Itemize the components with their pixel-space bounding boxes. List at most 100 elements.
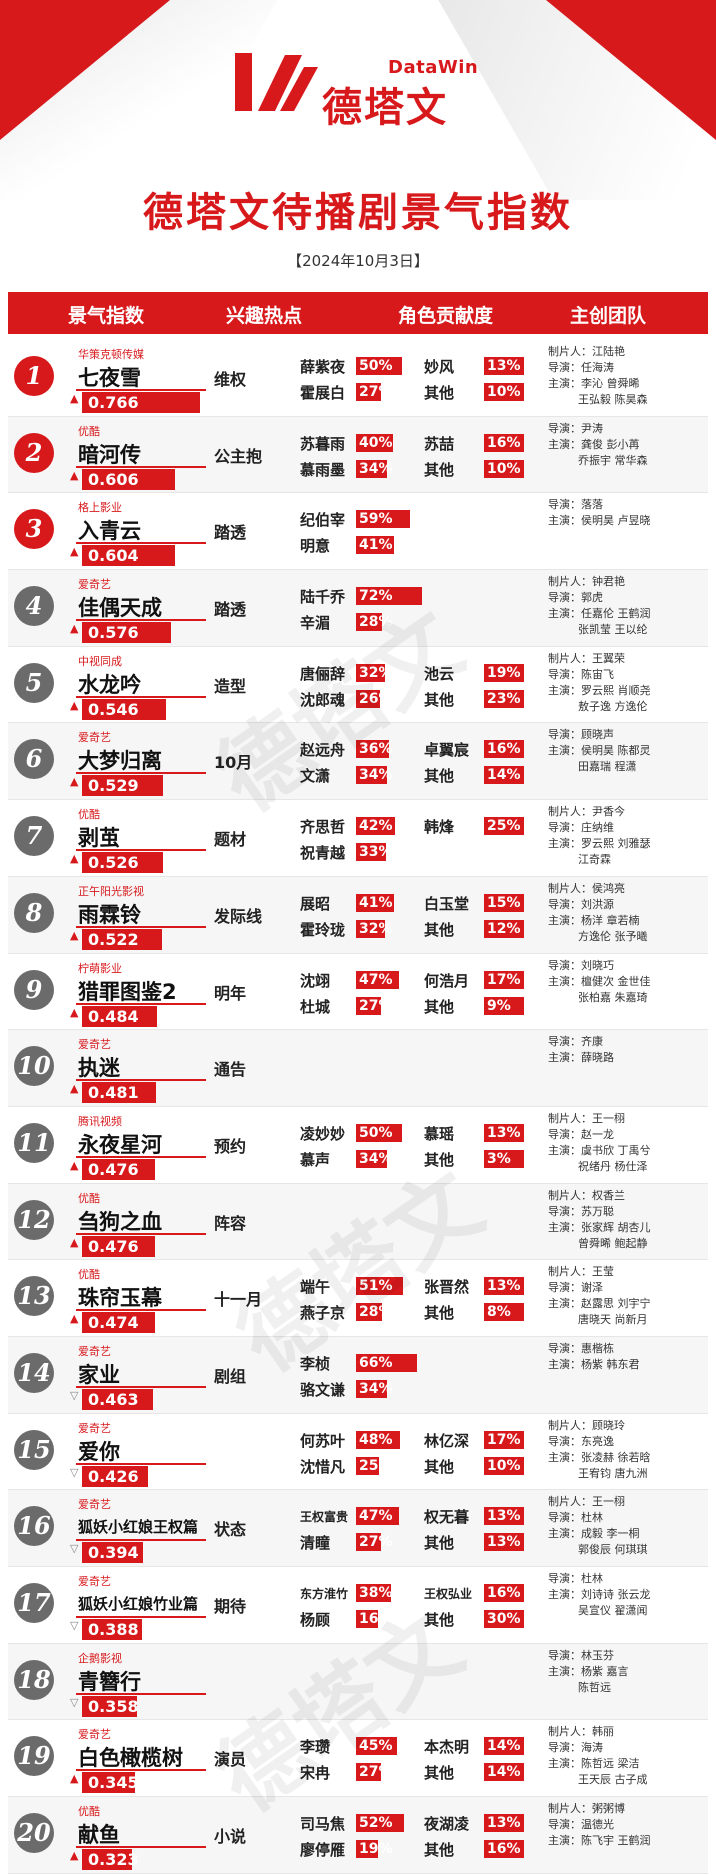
role-entry: 卓翼宸 16% bbox=[424, 739, 544, 759]
role-share: 13% bbox=[484, 1277, 524, 1296]
role-name: 池云 bbox=[424, 664, 455, 683]
role-share: 23% bbox=[484, 689, 524, 708]
title-underline bbox=[76, 925, 206, 928]
team-line: 主演：赵露思 刘宇宁 bbox=[548, 1297, 651, 1311]
title-underline bbox=[76, 1846, 206, 1849]
trend-up-icon: ▲ bbox=[70, 392, 79, 405]
creative-team: 导演：刘晓巧 主演：檀健次 金世佳 张柏嘉 朱嘉琦 bbox=[548, 958, 708, 1006]
role-share: 10% bbox=[484, 459, 524, 478]
team-line: 导演：任海涛 bbox=[548, 361, 614, 374]
role-entry: 其他 23% bbox=[424, 689, 544, 709]
role-share: 25% bbox=[484, 817, 524, 836]
role-name: 何苏叶 bbox=[300, 1431, 346, 1450]
team-line: 主演：李沁 曾舜晞 bbox=[548, 377, 640, 390]
team-line: 导演：刘晓巧 bbox=[548, 958, 614, 972]
role-entry: 其他 16% bbox=[424, 1839, 544, 1859]
role-name: 其他 bbox=[424, 1304, 455, 1323]
role-name: 杨顾 bbox=[300, 1611, 331, 1629]
role-share: 40% bbox=[356, 433, 393, 452]
role-share: 16% bbox=[484, 740, 524, 759]
team-line: 主演：龚俊 彭小苒 bbox=[548, 437, 640, 451]
role-name: 韩烽 bbox=[424, 818, 455, 837]
score-bar: 0.526 bbox=[82, 852, 163, 874]
team-line: 唐晓天 尚新月 bbox=[578, 1313, 648, 1327]
role-share: 9% bbox=[484, 996, 524, 1015]
role-name: 其他 bbox=[424, 1764, 455, 1783]
role-name: 苏喆 bbox=[424, 434, 455, 453]
platform-label: 爱奇艺 bbox=[78, 731, 111, 745]
role-entry: 纪伯宰 59% bbox=[300, 509, 430, 529]
platform-label: 爱奇艺 bbox=[78, 1344, 111, 1358]
rank-badge: 20 bbox=[14, 1813, 54, 1854]
role-share: 14% bbox=[484, 1763, 524, 1782]
team-line: 主演：成毅 李一桐 bbox=[548, 1527, 640, 1541]
platform-label: 爱奇艺 bbox=[78, 1575, 111, 1588]
rank-badge: 13 bbox=[14, 1276, 54, 1317]
role-entry: 凌妙妙 50% bbox=[300, 1123, 430, 1143]
team-line: 主演：杨紫 嘉言 bbox=[548, 1664, 629, 1678]
role-entry: 其他 12% bbox=[424, 919, 544, 939]
title-underline bbox=[76, 1385, 206, 1388]
role-share: 34% bbox=[356, 766, 393, 785]
role-entry: 王权富贵 47% bbox=[300, 1506, 430, 1526]
role-share: 30% bbox=[484, 1610, 524, 1628]
table-row: 1 华策克顿传媒 七夜雪 ▲ 0.766 维权 薛紫夜 50% 妙风 13% 霍展白 27% 其他 10%… bbox=[8, 340, 708, 417]
platform-label: 柠萌影业 bbox=[78, 961, 122, 975]
role-share: 15% bbox=[484, 893, 524, 912]
role-name: 白玉堂 bbox=[424, 894, 470, 913]
hot-topic: 状态 bbox=[214, 1520, 247, 1540]
table-row: 7 优酷 剥茧 ▲ 0.526 题材 齐思哲 42% 韩烽 25% 祝青越 33% 制片人：尹香今 导演：… bbox=[8, 800, 708, 877]
role-name: 其他 bbox=[424, 460, 455, 479]
drama-title: 白色橄榄树 bbox=[78, 1746, 183, 1771]
role-name: 慕雨墨 bbox=[300, 460, 346, 479]
table-row: 4 爱奇艺 佳偶天成 ▲ 0.576 踏透 陆千乔 72% 辛湄 28% 制片人：钟君艳 导演：郭虎主… bbox=[8, 570, 708, 647]
team-line: 主演：薛晓路 bbox=[548, 1051, 614, 1065]
team-line: 导演：刘洪源 bbox=[548, 897, 614, 911]
creative-team: 导演：林玉芬 主演：杨紫 嘉言 陈哲远 bbox=[548, 1648, 708, 1696]
trend-up-icon: ▲ bbox=[70, 1082, 79, 1096]
column-header: 景气指数 兴趣热点 角色贡献度 主创团队 bbox=[8, 292, 708, 334]
trend-up-icon: ▲ bbox=[70, 1849, 79, 1863]
creative-team: 制片人：王一栩 导演：赵一龙 主演：虞书欣 丁禹兮 祝绪丹 杨仕泽 bbox=[548, 1111, 708, 1175]
title-underline bbox=[76, 389, 206, 391]
red-wedge-right bbox=[546, 0, 716, 140]
title-underline bbox=[76, 465, 206, 468]
table-row: 2 优酷 暗河传 ▲ 0.606 公主抱 苏暮雨 40% 苏喆 16% 慕雨墨 34% 其他 10% 导演：… bbox=[8, 416, 708, 494]
role-entry: 李瓒 45% bbox=[300, 1736, 430, 1756]
role-entry: 杜城 27% bbox=[300, 996, 430, 1016]
role-share: 10% bbox=[484, 1456, 524, 1475]
role-share: 42% bbox=[356, 817, 395, 836]
team-line: 主演：杨紫 韩东君 bbox=[548, 1357, 640, 1371]
role-name: 其他 bbox=[424, 920, 455, 939]
team-line: 导演：林玉芬 bbox=[548, 1648, 614, 1662]
title-underline bbox=[76, 1616, 206, 1618]
title-underline bbox=[76, 1309, 206, 1312]
score-bar: 0.394 bbox=[82, 1542, 143, 1564]
team-line: 主演：罗云熙 肖顺尧 bbox=[548, 683, 651, 697]
rank-badge: 19 bbox=[14, 1736, 54, 1777]
role-share: 34% bbox=[356, 1149, 393, 1168]
role-name: 文潇 bbox=[300, 767, 331, 786]
team-line: 导演：齐康 bbox=[548, 1035, 603, 1049]
role-entry: 清瞳 27% bbox=[300, 1532, 430, 1552]
rank-badge: 14 bbox=[14, 1352, 54, 1393]
trend-down-icon: ▽ bbox=[70, 1388, 79, 1402]
hot-topic: 10月 bbox=[214, 753, 253, 773]
role-name: 端午 bbox=[300, 1278, 331, 1297]
role-entry: 展昭 41% bbox=[300, 893, 430, 913]
team-line: 制片人：韩丽 bbox=[548, 1725, 614, 1739]
creative-team: 制片人：尹香今 导演：庄纳维 主演：罗云熙 刘雅瑟 江奇霖 bbox=[548, 804, 708, 868]
role-share: 19% bbox=[356, 1840, 393, 1859]
table-row: 14 爱奇艺 家业 ▽ 0.463 剧组 李桢 66% 骆文谦 34% 导演：惠楷栋 主演：杨紫 韩东… bbox=[8, 1336, 708, 1414]
column-header-roles: 角色贡献度 bbox=[398, 305, 494, 327]
drama-title: 爱你 bbox=[78, 1439, 120, 1464]
role-entry: 池云 19% bbox=[424, 663, 544, 683]
score-bar: 0.481 bbox=[82, 1082, 156, 1104]
role-share: 32% bbox=[356, 663, 393, 682]
rank-badge: 1 bbox=[14, 356, 54, 396]
team-line: 制片人：王翼荣 bbox=[548, 651, 625, 665]
role-entry: 慕瑶 13% bbox=[424, 1123, 544, 1143]
platform-label: 正午阳光影视 bbox=[78, 884, 144, 898]
role-entry: 其他 14% bbox=[424, 1762, 544, 1782]
role-share: 27% bbox=[356, 383, 393, 401]
